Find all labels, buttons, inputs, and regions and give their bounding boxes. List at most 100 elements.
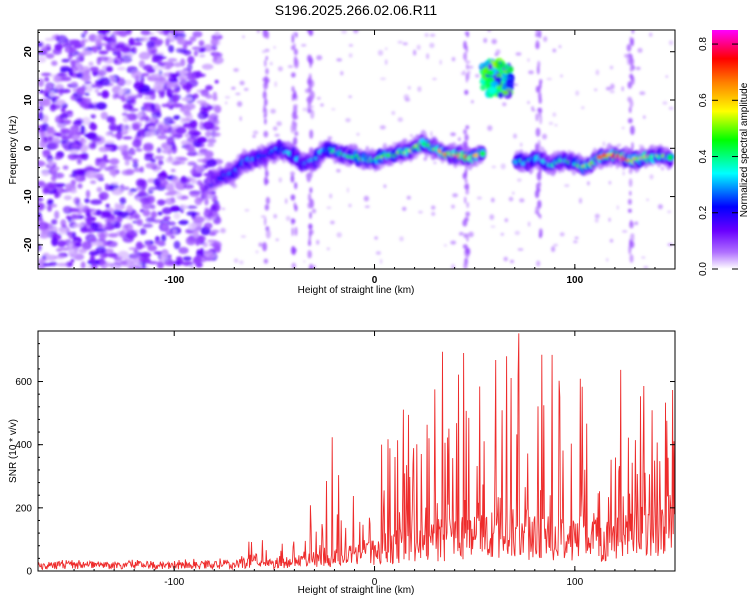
noise-blob: [163, 216, 171, 220]
streak-blob: [464, 134, 469, 141]
noise-blob: [44, 223, 53, 231]
scatter-blob: [269, 61, 273, 66]
noise-blob: [185, 236, 197, 246]
scatter-blob: [444, 244, 447, 247]
noise-blob: [190, 132, 199, 140]
scatter-blob: [452, 193, 458, 198]
scatter-blob: [239, 80, 245, 86]
noise-blob: [45, 53, 55, 59]
scatter-blob: [431, 205, 436, 210]
noise-blob: [82, 97, 92, 103]
noise-blob: [112, 209, 123, 216]
noise-blob: [161, 222, 169, 231]
noise-blob: [161, 234, 167, 243]
y-tick-label: 0: [23, 145, 34, 151]
patch-blob: [505, 78, 515, 89]
noise-blob: [109, 116, 116, 125]
streak-blob: [293, 43, 296, 49]
noise-blob: [110, 133, 123, 138]
scatter-blob: [514, 230, 520, 236]
noise-blob: [167, 221, 176, 226]
noise-blob: [55, 193, 62, 198]
noise-blob: [60, 136, 72, 140]
noise-blob: [94, 88, 99, 93]
scatter-blob: [608, 181, 612, 185]
noise-blob: [157, 199, 166, 206]
streak-blob: [465, 189, 470, 195]
scatter-blob: [380, 77, 386, 81]
noise-blob: [70, 259, 75, 263]
scatter-blob: [515, 52, 522, 56]
noise-blob: [135, 148, 143, 152]
scatter-blob: [554, 124, 558, 127]
noise-blob: [157, 124, 164, 131]
noise-blob: [184, 143, 195, 152]
noise-blob: [207, 138, 217, 144]
scatter-blob: [643, 266, 649, 269]
scatter-blob: [602, 141, 606, 147]
scatter-blob: [665, 75, 668, 78]
streak-blob: [464, 179, 468, 184]
patch-blob: [487, 86, 497, 94]
patch-blob: [495, 60, 500, 70]
scatter-blob: [587, 181, 590, 186]
noise-blob: [38, 182, 47, 188]
streak-blob: [294, 226, 298, 236]
noise-blob: [90, 83, 96, 89]
y-tick-label: -20: [23, 237, 34, 252]
noise-blob: [76, 202, 84, 210]
scatter-blob: [451, 57, 456, 62]
streak-blob: [264, 204, 270, 211]
scatter-blob: [491, 38, 498, 45]
noise-blob: [61, 58, 70, 63]
noise-blob: [103, 248, 114, 254]
noise-blob: [117, 203, 125, 210]
scatter-blob: [430, 131, 433, 137]
streak-blob: [627, 198, 632, 205]
streak-blob: [290, 194, 296, 201]
noise-blob: [125, 168, 135, 176]
noise-blob: [38, 160, 46, 167]
noise-blob: [194, 197, 203, 206]
noise-blob: [122, 150, 129, 157]
noise-blob: [199, 102, 210, 107]
noise-blob: [58, 88, 64, 96]
noise-blob: [62, 165, 69, 170]
noise-blob: [137, 128, 146, 135]
noise-blob: [140, 252, 151, 258]
noise-blob: [98, 33, 104, 40]
streak-blob: [263, 176, 268, 186]
noise-blob: [157, 211, 163, 216]
streak-blob: [629, 221, 634, 229]
noise-blob: [133, 81, 145, 89]
noise-blob: [207, 143, 215, 147]
noise-blob: [95, 228, 107, 232]
scatter-blob: [240, 235, 246, 238]
noise-blob: [49, 91, 55, 98]
noise-blob: [172, 94, 179, 103]
noise-blob: [138, 190, 147, 197]
noise-blob: [204, 150, 214, 158]
scatter-blob: [329, 193, 333, 199]
scatter-blob: [236, 101, 243, 107]
noise-blob: [80, 261, 86, 269]
scatter-blob: [285, 215, 291, 222]
noise-blob: [38, 260, 47, 269]
streak-blob: [309, 61, 312, 69]
noise-blob: [145, 216, 155, 223]
noise-blob: [167, 155, 173, 162]
noise-blob: [120, 46, 130, 53]
noise-blob: [114, 44, 125, 48]
scatter-blob: [463, 70, 466, 76]
scatter-blob: [377, 49, 384, 56]
noise-blob: [132, 161, 139, 169]
noise-blob: [175, 35, 185, 42]
noise-blob: [77, 153, 87, 159]
noise-blob: [169, 89, 180, 94]
scatter-blob: [348, 95, 352, 98]
noise-blob: [126, 124, 133, 132]
noise-blob: [143, 145, 154, 152]
streak-blob: [265, 229, 271, 239]
scatter-blob: [451, 263, 455, 269]
streak-blob: [264, 98, 268, 106]
